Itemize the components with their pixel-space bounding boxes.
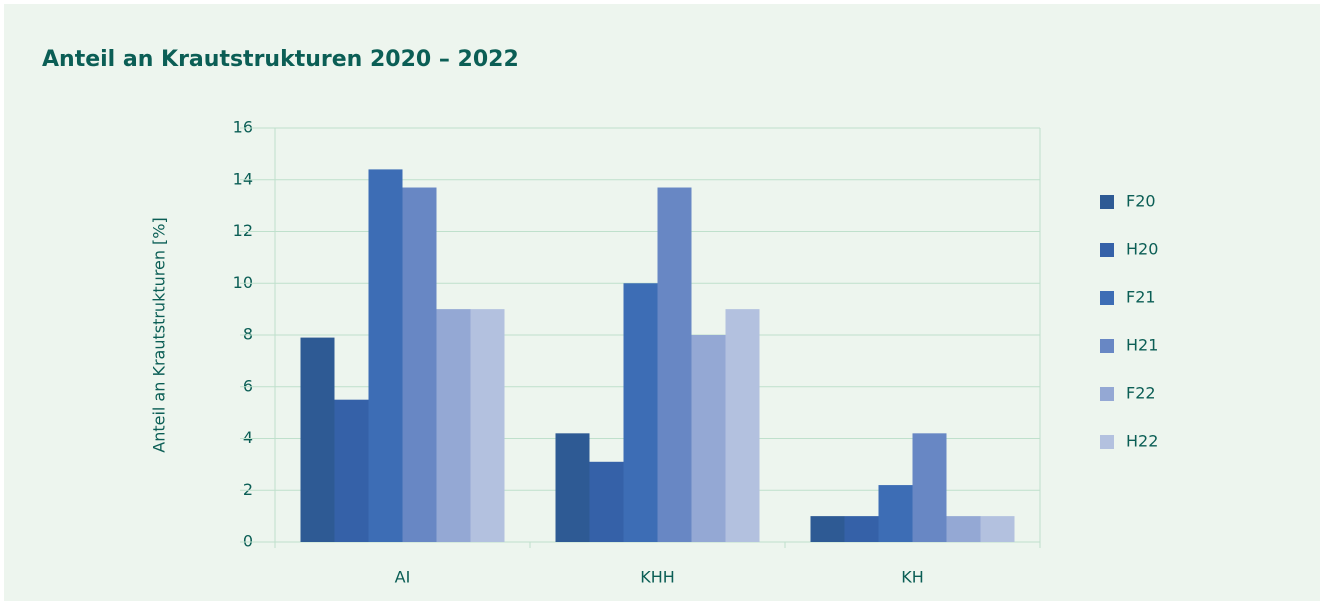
bar (912, 433, 947, 542)
bar (368, 169, 403, 542)
y-tick-label: 10 (233, 273, 253, 292)
y-tick-label: 2 (243, 480, 253, 499)
legend-swatch (1100, 435, 1114, 449)
y-tick-label: 12 (233, 221, 253, 240)
y-tick-label: 0 (243, 532, 253, 551)
chart-title: Anteil an Krautstrukturen 2020 – 2022 (42, 47, 519, 72)
y-tick-label: 16 (233, 118, 253, 137)
legend-label: H20 (1126, 240, 1158, 259)
bar (402, 187, 437, 542)
y-axis-label: Anteil an Krautstrukturen [%] (150, 217, 169, 453)
y-tick-label: 6 (243, 376, 253, 395)
x-tick-label: KH (901, 568, 924, 587)
legend-label: H21 (1126, 336, 1158, 355)
legend-swatch (1100, 387, 1114, 401)
legend-label: F20 (1126, 192, 1156, 211)
legend-label: F21 (1126, 288, 1156, 307)
legend-swatch (1100, 195, 1114, 209)
legend-label: H22 (1126, 432, 1158, 451)
bar (334, 399, 369, 542)
legend-label: F22 (1126, 384, 1156, 403)
bar (589, 461, 624, 542)
bar (436, 309, 471, 542)
bar (555, 433, 590, 542)
bar (844, 516, 879, 542)
bar (810, 516, 845, 542)
y-tick-label: 8 (243, 325, 253, 344)
bar (946, 516, 981, 542)
bar (980, 516, 1015, 542)
bar (691, 335, 726, 542)
bar (300, 337, 335, 542)
x-tick-label: KHH (640, 568, 675, 587)
legend-swatch (1100, 291, 1114, 305)
legend-swatch (1100, 243, 1114, 257)
x-tick-label: AI (395, 568, 411, 587)
bar (623, 283, 658, 542)
bar (878, 485, 913, 542)
y-tick-label: 4 (243, 428, 253, 447)
bar (470, 309, 505, 542)
bar (725, 309, 760, 542)
legend-swatch (1100, 339, 1114, 353)
bar (657, 187, 692, 542)
y-tick-label: 14 (233, 169, 253, 188)
